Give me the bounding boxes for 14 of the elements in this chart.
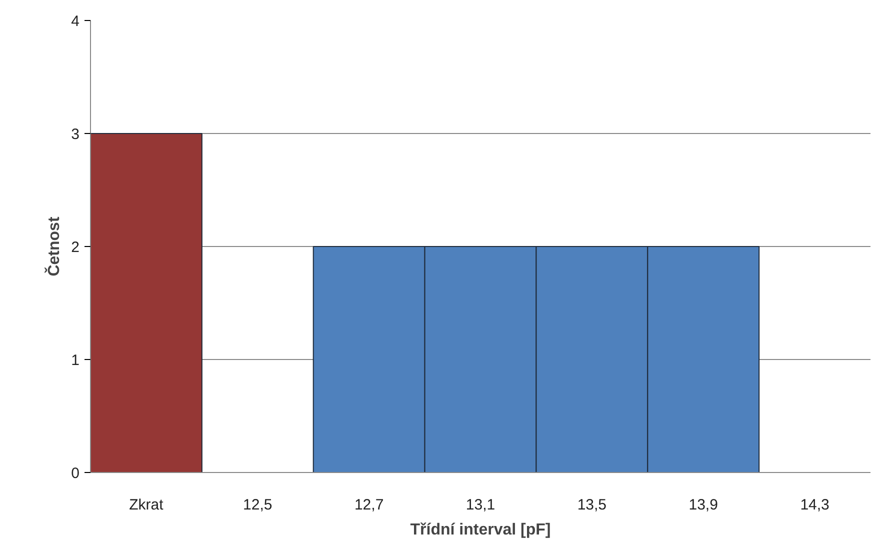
y-tick-label: 4 [71, 13, 80, 30]
x-tick-label: Zkrat [129, 496, 164, 514]
x-tick-label: 14,3 [800, 496, 830, 514]
y-tick-label: 2 [71, 239, 80, 256]
x-axis-title: Třídní interval [pF] [410, 522, 551, 538]
y-tick-label: 1 [71, 352, 80, 369]
y-tick-label: 3 [71, 126, 80, 143]
x-tick-label: 13,9 [688, 496, 718, 514]
x-tick-label: 12,5 [243, 496, 272, 514]
x-tick-label: 12,7 [354, 496, 384, 514]
y-axis-title: Četnost [44, 216, 64, 276]
y-tick-label: 0 [71, 465, 80, 482]
x-tick-label: 13,1 [466, 496, 496, 514]
x-tick-label: 13,5 [577, 496, 607, 514]
